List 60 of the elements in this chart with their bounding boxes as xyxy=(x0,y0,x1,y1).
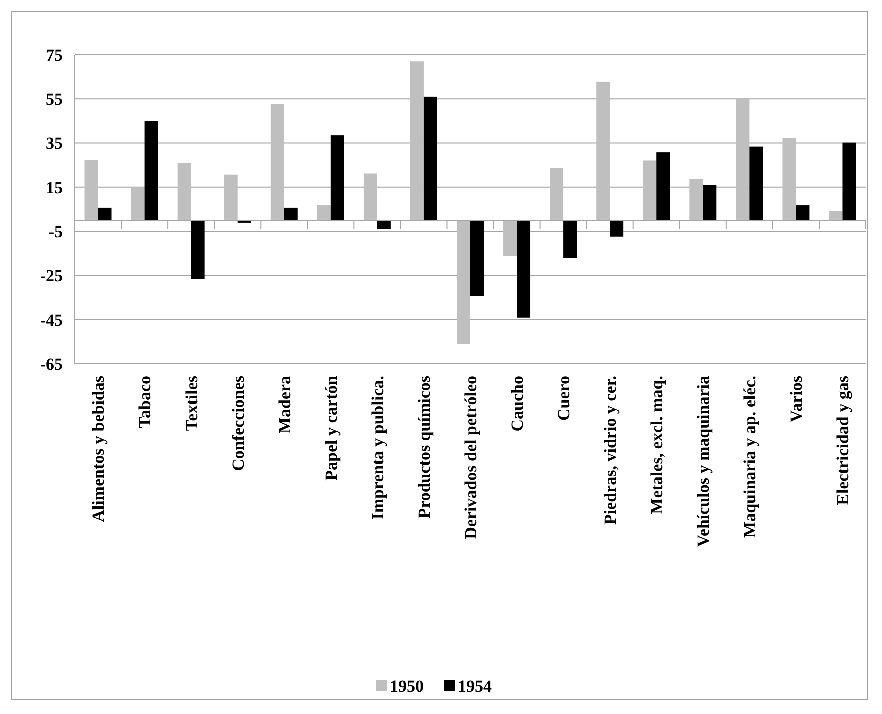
bar xyxy=(796,206,810,221)
bar xyxy=(457,220,470,344)
x-tick-label: Electricidad y gas xyxy=(834,376,853,506)
x-tick-label: Confecciones xyxy=(228,376,248,472)
bar xyxy=(842,142,856,221)
bar xyxy=(224,174,238,221)
legend-label: 1950 xyxy=(390,676,424,696)
bar xyxy=(284,208,298,221)
bar xyxy=(364,174,378,221)
x-tick-label: Cuero xyxy=(554,376,574,422)
bar xyxy=(610,220,624,237)
x-tick-label: Productos químicos xyxy=(414,376,434,519)
y-tick-label: -5 xyxy=(48,222,63,242)
x-tick-label: Madera xyxy=(275,376,294,434)
bar xyxy=(596,82,610,221)
bar xyxy=(191,220,205,280)
bar xyxy=(270,104,284,221)
legend-label: 1954 xyxy=(458,676,492,696)
bar xyxy=(703,185,717,221)
bar xyxy=(410,62,424,221)
bar xyxy=(517,220,531,318)
y-tick-label: -65 xyxy=(40,354,63,374)
x-tick-label: Maquinaria y ap. eléc. xyxy=(740,376,760,538)
bar xyxy=(470,220,484,296)
x-tick-label: Caucho xyxy=(508,376,527,432)
bar xyxy=(564,220,578,258)
y-tick-label: 75 xyxy=(46,46,63,65)
bar xyxy=(377,220,391,230)
bar xyxy=(736,98,750,221)
x-tick-label: Derivados del petróleo xyxy=(461,376,480,540)
x-tick-label: Papel y cartón xyxy=(322,375,341,481)
x-tick-label: Alimentos y bebidas xyxy=(89,376,108,522)
bar xyxy=(829,211,843,221)
x-tick-label: Metales, excl. maq. xyxy=(648,376,667,514)
x-tick-label: Tabaco xyxy=(136,376,155,428)
bar xyxy=(782,138,796,221)
bar xyxy=(550,168,564,221)
bar xyxy=(178,163,192,221)
y-tick-label: 55 xyxy=(46,90,63,110)
bar xyxy=(131,188,145,221)
bar xyxy=(656,152,670,221)
y-tick-label: -25 xyxy=(40,266,63,286)
bar xyxy=(750,146,764,221)
bar xyxy=(643,160,657,221)
bar xyxy=(98,208,112,221)
bar xyxy=(424,96,438,221)
y-tick-label: -45 xyxy=(40,310,63,330)
x-tick-label: Varios xyxy=(787,376,806,423)
x-tick-label: Textiles xyxy=(182,376,202,432)
x-tick-label: Vehículos y maquinaria xyxy=(694,376,714,548)
x-tick-label: Piedras, vidrio y cer. xyxy=(601,376,620,526)
x-tick-label: Imprenta y publica. xyxy=(368,376,388,520)
bar xyxy=(144,121,158,221)
bar xyxy=(504,220,518,256)
y-tick-label: 15 xyxy=(46,178,63,198)
bar xyxy=(690,179,704,221)
bar xyxy=(330,136,344,221)
y-tick-label: 35 xyxy=(46,134,63,154)
bar xyxy=(84,160,98,221)
bar xyxy=(317,206,331,221)
